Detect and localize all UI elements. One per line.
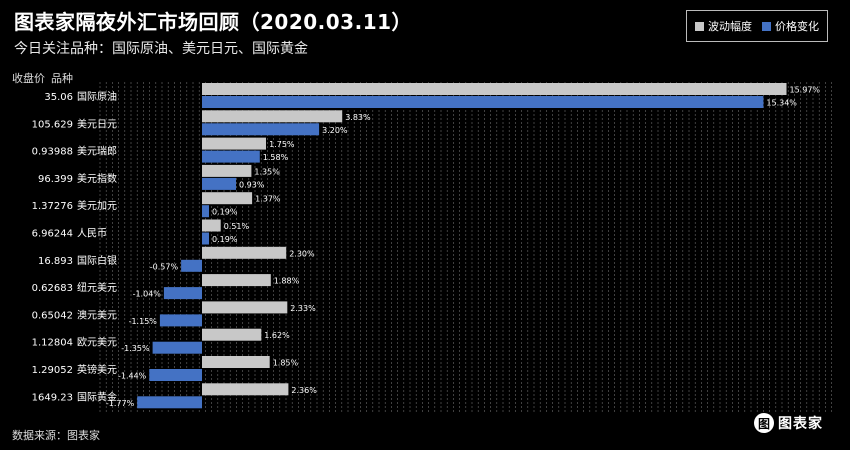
close-price-label: 35.06 xyxy=(44,92,73,103)
data-label-change: -1.44% xyxy=(118,372,147,381)
data-label-range: 1.37% xyxy=(255,195,281,204)
logo-icon: 图 xyxy=(754,413,774,433)
bar-change xyxy=(159,314,202,327)
bar-change xyxy=(181,259,202,272)
bar-change xyxy=(137,396,202,409)
legend-item-range: 波动幅度 xyxy=(695,18,752,34)
close-price-label: 1649.23 xyxy=(32,392,73,403)
bar-range xyxy=(202,83,787,95)
legend-label-range: 波动幅度 xyxy=(708,20,752,33)
bar-change xyxy=(163,287,202,300)
data-label-change: -1.77% xyxy=(106,399,135,408)
data-label-change: 0.19% xyxy=(212,235,238,244)
legend-item-change: 价格变化 xyxy=(762,18,819,34)
data-label-range: 2.30% xyxy=(289,249,315,258)
bar-range xyxy=(202,356,270,368)
header-name: 品种 xyxy=(51,72,73,85)
bar-range xyxy=(202,137,266,150)
data-label-change: 3.20% xyxy=(322,126,348,135)
close-price-label: 0.65042 xyxy=(32,310,73,321)
category-label: 欧元美元 xyxy=(77,336,117,349)
bar-change xyxy=(202,205,209,218)
close-price-label: 105.629 xyxy=(32,119,73,130)
bar-range xyxy=(202,274,271,287)
data-label-range: 0.51% xyxy=(224,222,250,231)
data-label-range: 3.83% xyxy=(345,113,371,122)
legend-label-change: 价格变化 xyxy=(775,20,819,33)
bar-change xyxy=(202,150,260,163)
bar-change xyxy=(202,123,320,136)
bar-range xyxy=(202,328,262,341)
category-label: 英镑美元 xyxy=(77,363,117,376)
category-label: 人民币 xyxy=(77,228,107,240)
chart-title: 图表家隔夜外汇市场回顾（2020.03.11） xyxy=(14,10,413,34)
close-price-label: 0.62683 xyxy=(32,283,73,294)
data-label-range: 1.35% xyxy=(254,167,280,176)
bar-change xyxy=(202,177,236,190)
data-label-change: -0.57% xyxy=(150,262,179,271)
data-label-range: 2.33% xyxy=(290,304,316,313)
data-label-range: 1.75% xyxy=(269,140,295,149)
bar-change xyxy=(202,232,209,245)
brand-logo: 图 图表家 xyxy=(754,413,823,433)
bar-change xyxy=(202,96,764,108)
data-label-range: 2.36% xyxy=(291,386,317,395)
header-close-price: 收盘价 xyxy=(12,72,45,85)
bar-range xyxy=(202,246,287,259)
column-headers: 收盘价 品种 xyxy=(12,70,79,86)
close-price-label: 1.29052 xyxy=(32,365,73,376)
data-label-change: -1.04% xyxy=(133,290,162,299)
bar-range xyxy=(202,110,343,123)
legend-swatch-change xyxy=(762,21,771,31)
close-price-label: 16.893 xyxy=(38,256,73,267)
bar-range xyxy=(202,164,252,177)
bar-range xyxy=(202,383,289,396)
data-label-change: -1.15% xyxy=(129,317,158,326)
data-label-change: -1.35% xyxy=(121,344,150,353)
legend: 波动幅度 价格变化 xyxy=(686,10,828,42)
data-source: 数据来源：图表家 xyxy=(12,429,100,442)
data-label-change: 0.93% xyxy=(239,180,265,189)
data-label-range: 1.88% xyxy=(274,277,300,286)
close-price-label: 6.96244 xyxy=(32,229,73,240)
bar-range xyxy=(202,301,288,314)
category-label: 国际白银 xyxy=(77,254,117,267)
category-label: 纽元美元 xyxy=(77,281,117,294)
data-label-range: 15.97% xyxy=(790,86,821,95)
chart-subtitle: 今日关注品种：国际原油、美元日元、国际黄金 xyxy=(14,41,308,57)
data-label-range: 1.62% xyxy=(264,331,290,340)
data-label-change: 0.19% xyxy=(212,208,238,217)
data-label-change: 15.34% xyxy=(766,99,797,108)
category-label: 美元日元 xyxy=(77,117,117,130)
close-price-label: 1.37276 xyxy=(32,201,73,212)
bar-change xyxy=(149,369,202,381)
data-label-change: 1.58% xyxy=(263,153,289,162)
category-label: 澳元美元 xyxy=(77,308,117,321)
category-label: 国际原油 xyxy=(77,90,117,103)
bar-range xyxy=(202,192,253,205)
category-label: 美元瑞郎 xyxy=(77,145,117,158)
legend-swatch-range xyxy=(695,21,704,31)
data-label-range: 1.85% xyxy=(273,359,299,368)
category-label: 美元加元 xyxy=(77,199,117,212)
logo-text: 图表家 xyxy=(778,416,823,432)
close-price-label: 0.93988 xyxy=(32,147,73,158)
close-price-label: 96.399 xyxy=(38,174,73,185)
bar-range xyxy=(202,219,221,232)
bar-change xyxy=(152,341,202,354)
category-label: 美元指数 xyxy=(77,172,117,185)
category-label: 国际黄金 xyxy=(77,390,117,403)
close-price-label: 1.12804 xyxy=(32,338,73,349)
